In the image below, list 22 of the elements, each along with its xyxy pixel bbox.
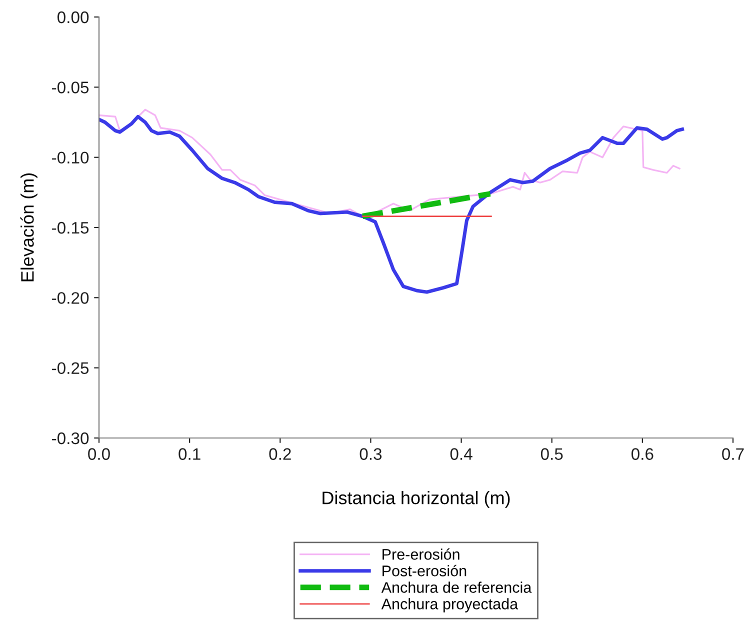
legend-label: Pre-erosión [382,548,460,560]
line-series [99,114,684,294]
y-tick-label: -0.15 [52,222,89,234]
y-tick-label: -0.05 [52,82,89,94]
legend-label: Anchura de referencia [381,582,532,593]
x-tick-label: 0.1 [178,448,200,460]
x-tick-label: 0.4 [450,448,472,460]
x-tick-label: 0.0 [88,448,110,460]
y-tick-label: -0.10 [52,152,89,164]
legend-label: Anchura proyectada [381,598,518,612]
legend-label: Post-erosión [382,564,466,576]
y-tick-label: -0.20 [52,292,89,304]
x-axis-title: Distancia horizontal (m) [322,491,510,508]
y-axis-title: Elevación (m) [20,173,38,282]
x-tick-label: 0.7 [722,448,744,460]
x-tick-label: 0.2 [269,448,291,460]
x-tick-label: 0.3 [360,448,382,460]
y-tick-label: -0.25 [52,362,89,374]
y-tick-label: -0.30 [52,432,89,444]
x-tick-label: 0.6 [631,448,654,460]
x-tick-label: 0.5 [540,448,563,460]
y-tick-label: 0.00 [57,11,89,24]
